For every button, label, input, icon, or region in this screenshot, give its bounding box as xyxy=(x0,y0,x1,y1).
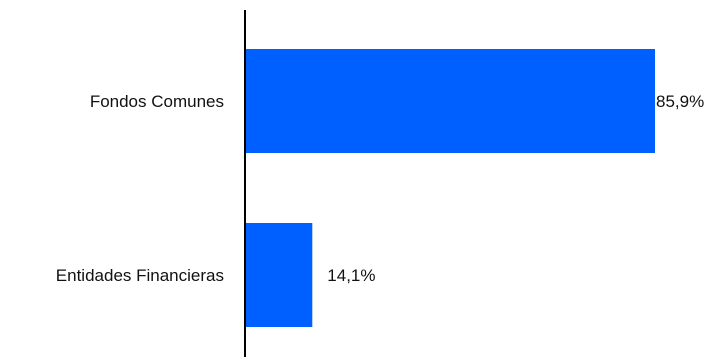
bar-entidades-financieras xyxy=(245,223,313,327)
category-label-entidades-financieras: Entidades Financieras xyxy=(56,266,224,285)
labels-group: Fondos Comunes 85,9% Entidades Financieras… xyxy=(56,92,704,285)
value-label-entidades-financieras: 14,1% xyxy=(327,266,375,285)
value-label-fondos-comunes: 85,9% xyxy=(656,92,704,111)
bars-group xyxy=(245,49,655,327)
category-label-fondos-comunes: Fondos Comunes xyxy=(90,92,224,111)
bar-fondos-comunes xyxy=(245,49,655,153)
